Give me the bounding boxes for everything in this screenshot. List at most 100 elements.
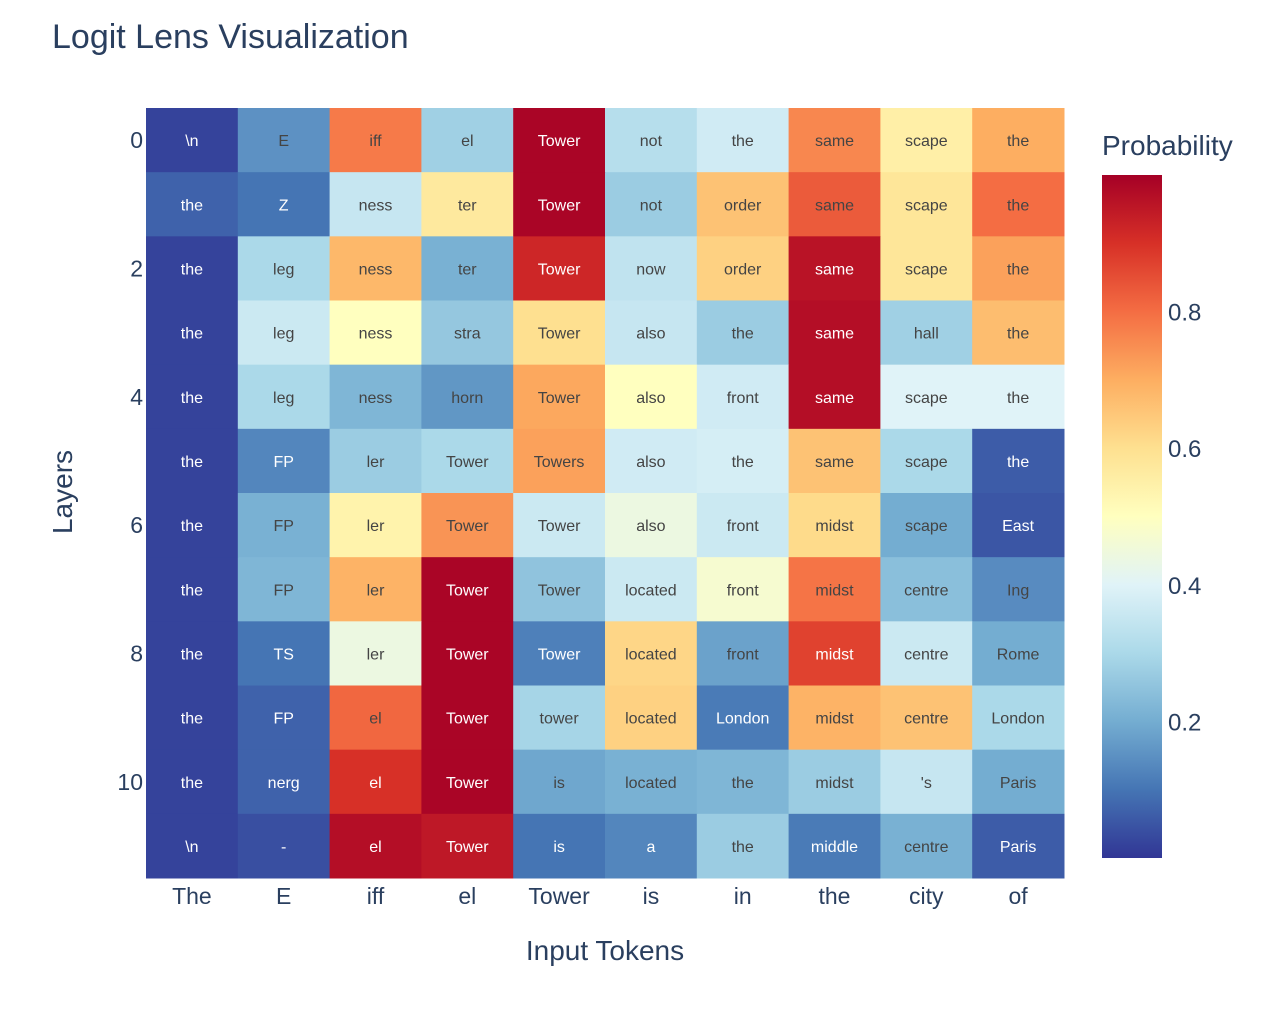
heatmap-cell[interactable] [329,428,422,494]
heatmap-cell[interactable] [421,364,514,430]
heatmap-cell[interactable] [605,749,698,815]
heatmap-cell[interactable] [421,621,514,686]
heatmap-cell[interactable] [696,300,790,366]
heatmap-cell[interactable] [329,813,422,879]
heatmap-cell[interactable] [696,621,790,686]
heatmap-cell[interactable] [237,428,331,494]
heatmap-cell[interactable] [880,557,973,622]
heatmap-cell[interactable] [972,813,1065,879]
heatmap-cell[interactable] [329,685,422,751]
heatmap-cell[interactable] [696,557,790,622]
heatmap-cell[interactable] [696,685,790,751]
heatmap-cell[interactable] [880,300,973,366]
heatmap-cell[interactable] [421,493,514,558]
heatmap-cell[interactable] [605,364,698,430]
heatmap-cell[interactable] [696,364,790,430]
heatmap-cell[interactable] [513,557,606,622]
heatmap-cell[interactable] [880,749,973,815]
heatmap-cell[interactable] [788,108,881,173]
heatmap-cell[interactable] [788,749,881,815]
heatmap-cell[interactable] [237,813,331,879]
heatmap-cell[interactable] [880,172,973,237]
heatmap-cell[interactable] [329,493,422,558]
heatmap-cell[interactable] [880,621,973,686]
heatmap-cell[interactable] [788,364,881,430]
heatmap-cell[interactable] [513,236,606,301]
heatmap-cell[interactable] [513,300,606,366]
heatmap-cell[interactable] [237,749,331,815]
heatmap-cell[interactable] [237,557,331,622]
heatmap-cell[interactable] [237,685,331,751]
heatmap-cell[interactable] [788,557,881,622]
heatmap-cell[interactable] [329,172,422,237]
heatmap-cell[interactable] [696,172,790,237]
heatmap-cell[interactable] [788,621,881,686]
heatmap-cell[interactable] [605,236,698,301]
heatmap-cell[interactable] [421,557,514,622]
heatmap-cell[interactable] [146,300,239,366]
heatmap-cell[interactable] [972,428,1065,494]
heatmap-cell[interactable] [146,172,239,237]
heatmap-cell[interactable] [880,685,973,751]
heatmap-cell[interactable] [421,236,514,301]
heatmap-cell[interactable] [972,236,1065,301]
heatmap-cell[interactable] [329,557,422,622]
heatmap-cell[interactable] [146,621,239,686]
heatmap-cell[interactable] [605,108,698,173]
heatmap-cell[interactable] [788,172,881,237]
heatmap-cell[interactable] [513,749,606,815]
heatmap-cell[interactable] [972,621,1065,686]
heatmap-cell[interactable] [237,172,331,237]
heatmap-cell[interactable] [237,108,331,173]
heatmap-cell[interactable] [421,428,514,494]
heatmap-cell[interactable] [329,621,422,686]
heatmap-cell[interactable] [237,493,331,558]
heatmap-cell[interactable] [605,428,698,494]
heatmap-cell[interactable] [146,493,239,558]
heatmap-cell[interactable] [329,236,422,301]
heatmap-cell[interactable] [788,813,881,879]
heatmap-cell[interactable] [972,172,1065,237]
heatmap-cell[interactable] [696,493,790,558]
heatmap-cell[interactable] [421,749,514,815]
heatmap-cell[interactable] [788,300,881,366]
heatmap-cell[interactable] [513,428,606,494]
heatmap-cell[interactable] [880,813,973,879]
heatmap-cell[interactable] [421,300,514,366]
heatmap-cell[interactable] [788,493,881,558]
heatmap-cell[interactable] [880,108,973,173]
heatmap-cell[interactable] [513,621,606,686]
heatmap-cell[interactable] [788,236,881,301]
heatmap-cell[interactable] [605,685,698,751]
heatmap-cell[interactable] [696,428,790,494]
heatmap-cell[interactable] [513,685,606,751]
heatmap-cell[interactable] [513,813,606,879]
heatmap-cell[interactable] [788,685,881,751]
heatmap-cell[interactable] [513,364,606,430]
heatmap-cell[interactable] [880,493,973,558]
heatmap-cell[interactable] [421,685,514,751]
heatmap-cell[interactable] [972,364,1065,430]
heatmap-cell[interactable] [146,108,239,173]
heatmap-cell[interactable] [972,557,1065,622]
heatmap-cell[interactable] [880,236,973,301]
heatmap-cell[interactable] [237,364,331,430]
heatmap-cell[interactable] [880,364,973,430]
heatmap-cell[interactable] [605,813,698,879]
heatmap-cell[interactable] [696,236,790,301]
heatmap-cell[interactable] [513,172,606,237]
heatmap-cell[interactable] [146,557,239,622]
heatmap-cell[interactable] [237,621,331,686]
heatmap-cell[interactable] [421,172,514,237]
heatmap-cell[interactable] [146,364,239,430]
heatmap-cell[interactable] [972,300,1065,366]
heatmap-cell[interactable] [237,236,331,301]
heatmap-cell[interactable] [696,813,790,879]
heatmap-cell[interactable] [237,300,331,366]
heatmap-cell[interactable] [329,300,422,366]
heatmap-cell[interactable] [696,108,790,173]
heatmap-cell[interactable] [421,813,514,879]
heatmap-cell[interactable] [972,493,1065,558]
heatmap-cell[interactable] [421,108,514,173]
heatmap-cell[interactable] [605,493,698,558]
